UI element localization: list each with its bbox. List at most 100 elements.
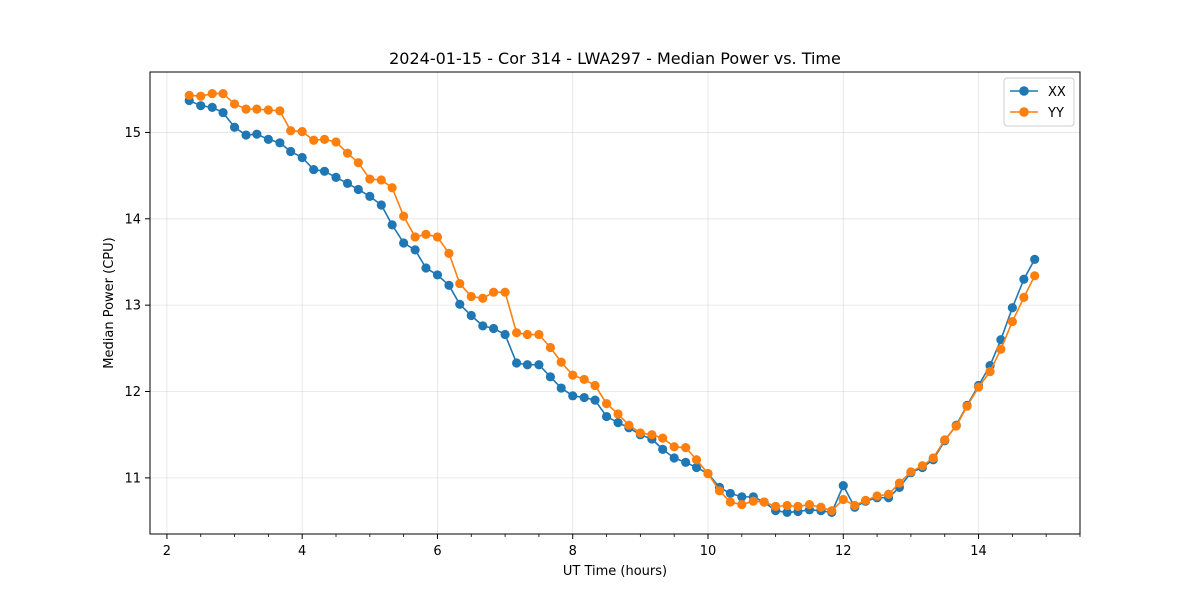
data-point-xx [511, 358, 522, 368]
x-tick-label: 14 [970, 544, 987, 559]
data-point-yy [771, 501, 781, 511]
data-point-yy [601, 399, 612, 409]
data-point-xx [691, 462, 702, 473]
data-point-xx [669, 453, 679, 463]
data-point-yy [928, 453, 938, 463]
chart-title: 2024-01-15 - Cor 314 - LWA297 - Median P… [389, 49, 841, 68]
data-point-yy [647, 430, 657, 440]
data-point-xx [218, 107, 228, 118]
data-point-yy [906, 467, 916, 477]
data-point-xx [399, 238, 409, 248]
data-point-yy [511, 328, 522, 338]
data-point-yy [725, 497, 735, 507]
data-point-yy [782, 500, 792, 511]
data-point-xx [455, 299, 465, 309]
data-point-xx [196, 101, 206, 111]
data-point-yy [399, 211, 409, 221]
data-point-xx [309, 164, 319, 175]
data-point-yy [681, 443, 691, 453]
data-point-yy [748, 496, 758, 506]
y-tick-label: 12 [124, 385, 141, 400]
data-point-xx [613, 418, 623, 428]
data-point-yy [590, 380, 600, 391]
data-point-yy [624, 420, 634, 430]
y-tick-label: 15 [124, 126, 141, 141]
data-point-yy [376, 175, 386, 185]
data-point-xx [601, 411, 612, 422]
x-tick-label: 12 [835, 544, 852, 559]
legend-marker-yy [1019, 107, 1029, 117]
y-axis-label: Median Power (CPU) [102, 237, 117, 368]
data-point-yy [387, 183, 397, 193]
data-point-yy [872, 491, 882, 501]
data-point-yy [478, 293, 488, 303]
axis-layer: 2 4 6 8 10 12 14 11 12 13 14 15 [124, 126, 1081, 559]
data-point-yy [635, 428, 645, 438]
data-point-xx [207, 102, 217, 113]
x-tick-label: 10 [700, 544, 717, 559]
data-point-yy [996, 344, 1006, 354]
data-point-xx [737, 492, 747, 502]
data-point-yy [466, 291, 476, 302]
data-point-xx [1019, 274, 1029, 284]
data-point-xx [556, 383, 566, 393]
data-point-xx [241, 130, 251, 140]
data-point-yy [444, 248, 454, 258]
data-point-xx [297, 152, 307, 163]
data-point-yy [331, 137, 341, 147]
data-point-yy [973, 382, 984, 392]
data-point-yy [860, 495, 871, 505]
data-point-yy [579, 374, 589, 385]
data-point-xx [782, 507, 792, 518]
data-point-yy [534, 329, 544, 340]
data-point-yy [838, 494, 848, 505]
legend-label-xx: XX [1048, 85, 1066, 100]
data-point-yy [286, 126, 296, 136]
data-point-xx [681, 457, 691, 467]
data-point-yy [207, 88, 217, 99]
data-point-yy [816, 502, 826, 512]
data-point-yy [714, 486, 725, 496]
data-point-yy [297, 126, 307, 137]
data-point-xx [488, 323, 499, 334]
data-point-xx [534, 360, 544, 370]
data-point-yy [229, 99, 240, 109]
data-point-yy [917, 461, 928, 471]
data-point-xx [275, 138, 285, 148]
data-point-yy [850, 500, 860, 511]
data-point-yy [196, 91, 206, 101]
data-point-xx [590, 395, 600, 405]
data-point-xx [342, 178, 353, 188]
data-point-yy [353, 158, 363, 168]
data-point-xx [410, 245, 420, 255]
data-point-yy [793, 501, 803, 511]
data-point-yy [522, 329, 533, 340]
data-point-xx [568, 391, 578, 401]
data-point-yy [951, 421, 961, 431]
data-point-yy [275, 106, 285, 116]
data-point-yy [365, 174, 375, 184]
data-point-yy [658, 433, 668, 443]
data-point-xx [263, 134, 273, 144]
data-point-yy [218, 88, 228, 99]
data-point-xx [545, 372, 556, 382]
data-point-yy [1019, 292, 1029, 302]
x-axis-label: UT Time (hours) [563, 564, 667, 579]
data-point-xx [319, 166, 330, 176]
data-point-yy [1007, 316, 1017, 327]
data-point-yy [883, 489, 894, 499]
data-point-xx [387, 220, 397, 230]
x-tick-label: 4 [298, 544, 306, 559]
data-point-yy [669, 442, 679, 452]
data-point-yy [421, 229, 431, 239]
data-point-xx [725, 488, 735, 499]
data-point-xx [658, 444, 668, 454]
data-point-yy [962, 401, 972, 411]
data-point-xx [522, 360, 533, 370]
data-point-yy [613, 409, 623, 419]
data-point-yy [410, 232, 420, 242]
data-point-yy [500, 287, 510, 297]
data-point-yy [804, 500, 815, 510]
data-point-yy [263, 105, 273, 115]
